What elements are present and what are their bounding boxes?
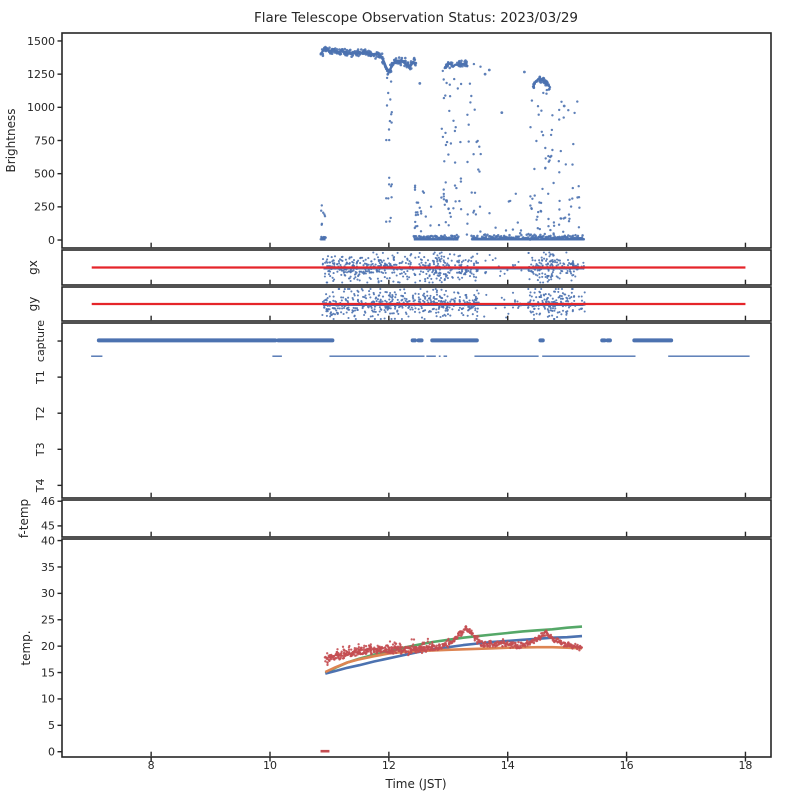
- panel-border-temp: [61, 538, 772, 758]
- panel-brightness: [319, 45, 586, 241]
- y-tick-label: 750: [34, 134, 55, 147]
- y-tick-label: 0: [48, 746, 55, 759]
- x-tick-label: 16: [620, 759, 634, 772]
- x-ticks-temp: 8 10 12 14 16 18: [148, 751, 752, 772]
- y-tick-label: 40: [41, 534, 55, 547]
- x-ticks-gy: [150, 315, 747, 321]
- x-tick-label: 8: [148, 759, 155, 772]
- y-ticks-temp: 0 5 10 15 20 25 30 35 40: [41, 534, 62, 759]
- panel-gx: [91, 251, 746, 284]
- y-axis-label-ftemp: f-temp: [17, 499, 31, 538]
- y-tick-label: 45: [41, 520, 55, 533]
- y-tick-label: 1000: [27, 101, 55, 114]
- y-tick-label: 1500: [27, 35, 55, 48]
- panel-border-ftemp: [61, 499, 772, 538]
- panel-border-gy: [61, 286, 772, 322]
- y-tick-label: 20: [41, 640, 55, 653]
- y-tick-label: 5: [48, 719, 55, 732]
- x-tick-label: 18: [738, 759, 752, 772]
- y-axis-label-temp: temp.: [19, 630, 33, 665]
- x-ticks-gx: [150, 279, 747, 285]
- y-ticks-brightness: 0 250 500 750 1000 1250 1500: [27, 35, 62, 247]
- y-tick-label: 250: [34, 201, 55, 214]
- panel-gy: [91, 287, 746, 321]
- y-tick-label-T4: T4: [34, 479, 47, 494]
- figure-title: Flare Telescope Observation Status: 2023…: [254, 10, 578, 26]
- x-ticks-ftemp: [150, 531, 747, 537]
- y-tick-label-T1: T1: [34, 370, 47, 385]
- y-tick-label: 15: [41, 666, 55, 679]
- y-axis-label-brightness: Brightness: [4, 109, 18, 173]
- plot-root: 0250500750100012501500Brightnessgxgycapt…: [4, 32, 772, 772]
- y-tick-label: 46: [41, 495, 55, 508]
- x-tick-label: 12: [382, 759, 396, 772]
- panel-temp: [320, 625, 583, 753]
- panel-border-gx: [61, 249, 772, 286]
- panel-capture: [91, 338, 750, 357]
- y-tick-label: 25: [41, 614, 55, 627]
- x-ticks-capture: [150, 492, 747, 498]
- y-tick-label: 500: [34, 167, 55, 180]
- y-tick-label: 35: [41, 561, 55, 574]
- panel-border-capture: [61, 322, 772, 499]
- x-tick-label: 10: [263, 759, 277, 772]
- temp-line-orange: [324, 645, 583, 674]
- y-tick-label-capture: capture: [34, 320, 47, 362]
- y-axis-label-gx: gx: [26, 260, 40, 275]
- y-tick-label-T2: T2: [34, 406, 47, 421]
- y-tick-label: 0: [48, 234, 55, 247]
- y-tick-label: 10: [41, 693, 55, 706]
- x-axis-label: Time (JST): [384, 777, 446, 791]
- y-tick-label-T3: T3: [34, 442, 47, 457]
- y-ticks-capture: capture T1 T2 T3 T4: [34, 320, 62, 493]
- x-ticks-brightness: [150, 242, 747, 248]
- y-axis-label-gy: gy: [26, 297, 40, 312]
- x-tick-label: 14: [501, 759, 515, 772]
- y-ticks-ftemp: 45 46: [41, 495, 62, 533]
- y-tick-label: 30: [41, 587, 55, 600]
- y-tick-label: 1250: [27, 68, 55, 81]
